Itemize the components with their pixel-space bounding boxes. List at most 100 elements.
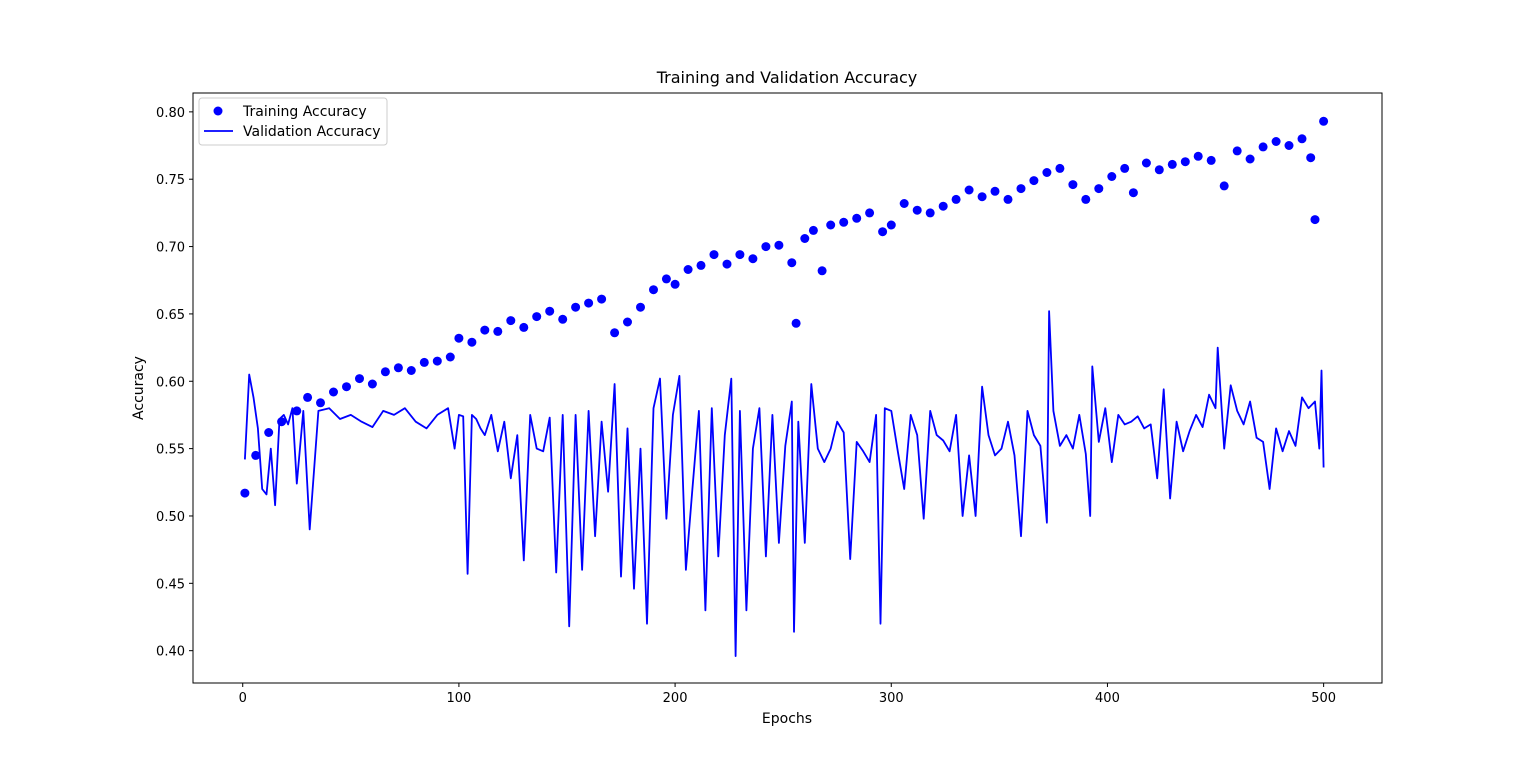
data-point-training-accuracy [1180, 157, 1190, 167]
data-point-training-accuracy [649, 285, 658, 295]
legend-label-validation: Validation Accuracy [243, 124, 381, 140]
x-tick-label: 0 [239, 691, 247, 706]
data-point-training-accuracy [1193, 151, 1203, 161]
y-tick-label: 0.60 [156, 375, 185, 390]
data-point-training-accuracy [432, 356, 442, 366]
data-point-training-accuracy [342, 382, 351, 392]
data-point-training-accuracy [303, 392, 313, 402]
y-tick-label: 0.50 [156, 510, 185, 525]
y-tick-label: 0.55 [156, 443, 185, 458]
data-point-training-accuracy [709, 250, 719, 260]
data-point-training-accuracy [964, 185, 974, 195]
data-point-training-accuracy [1042, 168, 1052, 177]
data-point-training-accuracy [817, 266, 827, 276]
chart-title: Training and Validation Accuracy [656, 68, 918, 87]
data-point-training-accuracy [251, 450, 261, 460]
x-tick-label: 200 [663, 691, 688, 706]
data-point-training-accuracy [277, 417, 287, 427]
data-point-training-accuracy [1081, 194, 1091, 204]
y-tick-label: 0.40 [156, 645, 185, 660]
data-point-training-accuracy [1154, 165, 1164, 175]
data-point-training-accuracy [826, 220, 836, 230]
data-point-training-accuracy [355, 374, 364, 384]
data-point-training-accuracy [1016, 184, 1026, 194]
data-point-training-accuracy [545, 306, 555, 316]
data-point-training-accuracy [865, 208, 875, 218]
data-point-training-accuracy [791, 318, 801, 328]
data-point-training-accuracy [787, 258, 797, 268]
legend-marker-training [213, 106, 223, 116]
data-point-training-accuracy [1128, 188, 1138, 198]
data-point-training-accuracy [1245, 154, 1255, 164]
plot-frame [192, 92, 1383, 684]
data-point-training-accuracy [977, 192, 987, 202]
data-point-training-accuracy [1107, 172, 1117, 181]
x-axis: 0 100 200 300 400 500 [239, 683, 1336, 706]
plot-series [240, 116, 1329, 657]
data-point-training-accuracy [1284, 141, 1294, 150]
data-point-training-accuracy [1055, 163, 1065, 173]
data-point-training-accuracy [1029, 176, 1039, 186]
data-point-training-accuracy [445, 352, 455, 362]
data-point-training-accuracy [808, 225, 818, 235]
x-axis-label: Epochs [762, 711, 812, 727]
data-point-training-accuracy [839, 217, 849, 227]
data-point-training-accuracy [558, 314, 568, 324]
data-point-training-accuracy [454, 333, 464, 343]
y-tick-label: 0.80 [156, 106, 185, 121]
data-point-training-accuracy [852, 213, 862, 223]
data-point-training-accuracy [670, 279, 680, 289]
data-point-training-accuracy [735, 250, 745, 260]
data-point-training-accuracy [1258, 142, 1268, 152]
data-point-training-accuracy [1003, 194, 1013, 204]
data-point-training-accuracy [761, 242, 771, 252]
y-tick-label: 0.70 [156, 241, 185, 256]
data-point-training-accuracy [532, 312, 542, 322]
data-point-training-accuracy [329, 387, 338, 397]
data-point-training-accuracy [1297, 134, 1307, 144]
data-point-training-accuracy [380, 367, 390, 377]
legend-box [198, 97, 388, 146]
data-point-training-accuracy [480, 325, 490, 335]
data-point-training-accuracy [240, 488, 250, 498]
data-point-training-accuracy [899, 199, 909, 208]
legend: Training Accuracy Validation Accuracy [198, 97, 388, 146]
data-point-training-accuracy [636, 302, 645, 312]
y-axis: 0.40 0.45 0.50 0.55 0.60 0.65 0.70 0.75 0.80 [156, 106, 193, 660]
data-point-training-accuracy [316, 398, 325, 408]
data-point-training-accuracy [774, 240, 784, 250]
data-point-training-accuracy [1219, 181, 1229, 191]
data-point-training-accuracy [1167, 159, 1177, 169]
data-point-training-accuracy [623, 317, 632, 327]
data-point-training-accuracy [886, 220, 896, 230]
data-point-training-accuracy [800, 234, 810, 243]
data-point-training-accuracy [912, 205, 922, 215]
data-point-training-accuracy [367, 379, 377, 389]
data-point-training-accuracy [1310, 215, 1320, 225]
data-point-training-accuracy [264, 428, 274, 437]
data-point-training-accuracy [1068, 180, 1078, 190]
data-point-training-accuracy [990, 186, 1000, 196]
x-tick-label: 500 [1311, 691, 1336, 706]
data-point-training-accuracy [393, 363, 403, 373]
data-point-training-accuracy [292, 406, 302, 416]
y-tick-label: 0.65 [156, 308, 185, 323]
data-point-training-accuracy [519, 322, 529, 332]
data-point-training-accuracy [938, 201, 948, 211]
x-tick-label: 100 [446, 691, 471, 706]
data-point-training-accuracy [419, 357, 429, 367]
y-tick-label: 0.45 [156, 577, 185, 592]
data-point-training-accuracy [925, 208, 935, 218]
data-point-training-accuracy [571, 302, 581, 312]
data-point-training-accuracy [1094, 184, 1104, 194]
data-point-training-accuracy [597, 294, 607, 304]
data-point-training-accuracy [748, 254, 758, 264]
y-tick-label: 0.75 [156, 173, 185, 188]
data-point-training-accuracy [683, 265, 693, 274]
series-line-validation-accuracy [244, 310, 1325, 657]
data-point-training-accuracy [1271, 137, 1281, 146]
data-point-training-accuracy [1306, 153, 1316, 163]
data-point-training-accuracy [878, 227, 888, 237]
data-point-training-accuracy [610, 328, 620, 338]
